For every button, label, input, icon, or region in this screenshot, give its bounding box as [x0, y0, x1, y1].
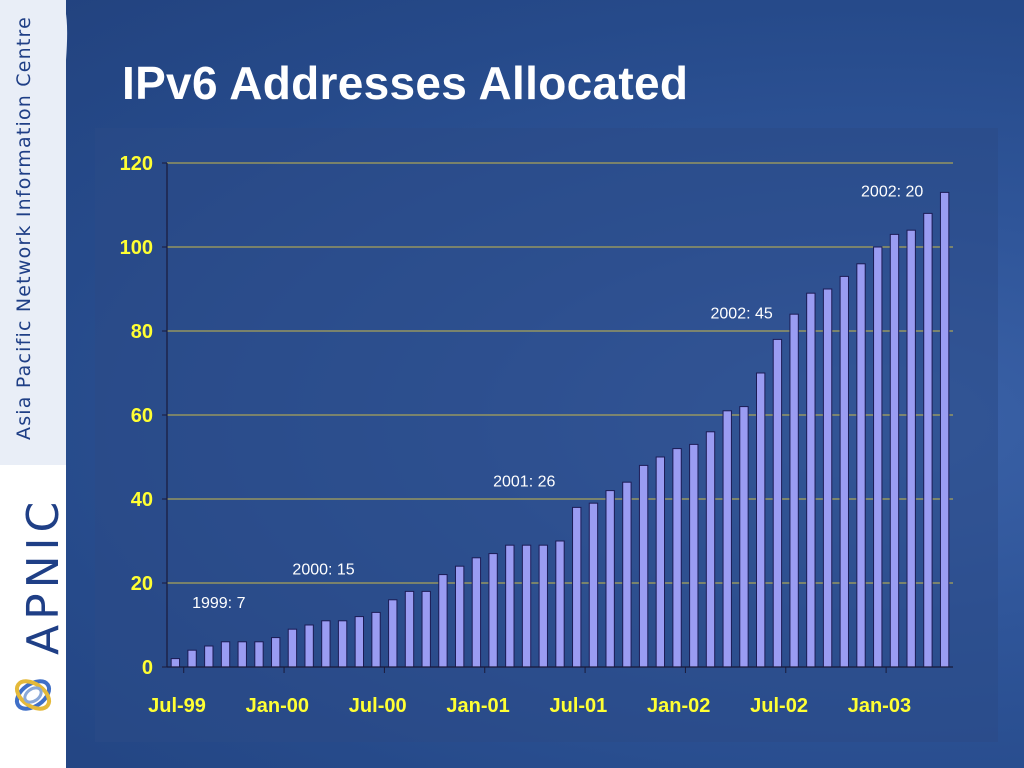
- bar: [638, 464, 649, 668]
- bar: [505, 544, 515, 668]
- bar: [839, 275, 849, 668]
- slide-title: IPv6 Addresses Allocated: [122, 57, 689, 109]
- bar: [337, 620, 348, 668]
- bar: [772, 338, 783, 668]
- bar-chart: 0 20 40 60 80 100 120 Jul-99 Jan-00 Jul-00 Jan-01 J…: [95, 128, 998, 742]
- bar: [220, 641, 231, 668]
- y-tick-label: 0: [142, 657, 153, 679]
- bar: [806, 292, 816, 668]
- bar: [889, 233, 900, 668]
- bar: [655, 456, 666, 668]
- y-tick-label: 60: [131, 405, 153, 427]
- bar: [438, 574, 448, 668]
- sidebar-org-name: Asia Pacific Network Information Centre: [13, 15, 35, 440]
- x-tick-label: Jul-02: [750, 695, 808, 717]
- y-tick-label: 20: [131, 573, 153, 595]
- sidebar-top-panel: [0, 0, 66, 465]
- bar: [705, 431, 716, 668]
- bar: [287, 628, 298, 668]
- data-annotation: 1999: 7: [192, 595, 245, 612]
- bar: [722, 410, 732, 668]
- bar: [873, 246, 883, 668]
- bar: [521, 544, 532, 668]
- bar: [789, 313, 799, 668]
- data-annotation: 2000: 15: [292, 562, 354, 579]
- bar: [555, 540, 565, 668]
- bar: [672, 448, 682, 668]
- bar: [421, 590, 431, 668]
- bar: [237, 641, 247, 668]
- bar: [822, 288, 833, 668]
- bar: [689, 443, 699, 668]
- apnic-logo-icon: [14, 679, 52, 711]
- bar: [756, 372, 766, 668]
- bar: [622, 481, 632, 668]
- apnic-wordmark: APNIC: [18, 496, 69, 655]
- bar: [739, 406, 749, 668]
- x-tick-label: Jul-00: [349, 695, 407, 717]
- bar: [187, 649, 197, 668]
- x-tick-label: Jul-99: [148, 695, 206, 717]
- bar: [388, 599, 398, 668]
- x-tick-label: Jan-01: [446, 695, 509, 717]
- bar: [906, 229, 916, 668]
- y-tick-label: 40: [131, 489, 153, 511]
- bar: [254, 641, 264, 668]
- x-tick-label: Jan-02: [647, 695, 710, 717]
- data-annotation: 2001: 26: [493, 473, 555, 490]
- bar: [923, 212, 933, 668]
- data-annotation: 2002: 45: [711, 305, 773, 322]
- bar: [204, 645, 214, 668]
- y-tick-label: 120: [120, 153, 153, 175]
- data-annotation: 2002: 20: [861, 184, 923, 201]
- bar: [488, 553, 498, 668]
- bar: [538, 544, 548, 668]
- y-tick-label: 100: [120, 237, 153, 259]
- bar: [271, 637, 281, 668]
- x-tick-label: Jan-03: [848, 695, 911, 717]
- bar: [588, 502, 599, 668]
- bar: [354, 616, 365, 668]
- x-tick-label: Jan-00: [246, 695, 309, 717]
- bar: [856, 263, 866, 668]
- bar: [170, 658, 181, 668]
- y-tick-label: 80: [131, 321, 153, 343]
- bar: [471, 557, 482, 668]
- bar: [321, 620, 331, 668]
- bar: [572, 506, 582, 668]
- bar: [454, 565, 465, 668]
- bar: [371, 611, 381, 668]
- bar: [605, 490, 615, 668]
- bar: [304, 624, 314, 668]
- bar: [404, 590, 415, 668]
- x-tick-label: Jul-01: [549, 695, 607, 717]
- bar: [939, 191, 950, 668]
